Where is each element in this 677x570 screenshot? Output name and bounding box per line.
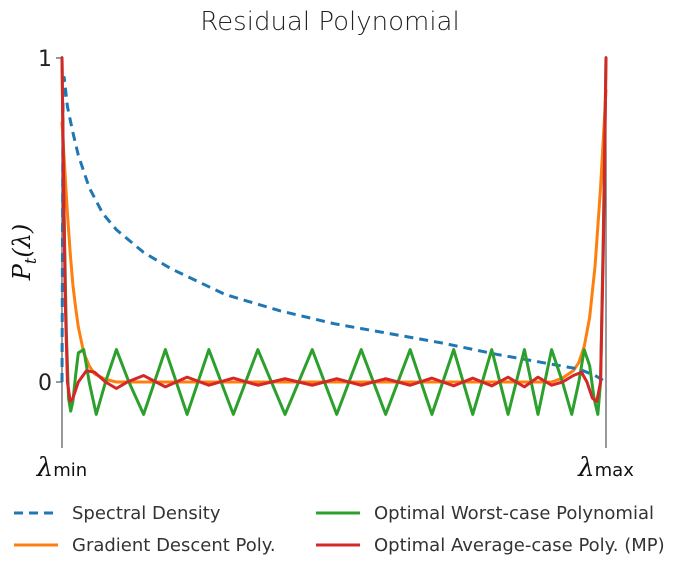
legend: Spectral Density Gradient Descent Poly. Op… xyxy=(14,503,665,556)
series-line-3 xyxy=(60,56,608,403)
x-tick-label: λmin xyxy=(36,453,87,483)
y-label-paren: (λ) xyxy=(8,224,36,258)
svg-text:Pt(λ): Pt(λ) xyxy=(8,224,40,282)
y-label-sub: t xyxy=(21,257,40,264)
y-axis-label: Pt(λ) xyxy=(8,224,40,282)
series-line-2 xyxy=(60,56,608,416)
legend-label: Optimal Worst-case Polynomial xyxy=(374,503,654,524)
legend-label: Gradient Descent Poly. xyxy=(72,535,276,556)
x-ticks: λmin λmax xyxy=(36,453,634,483)
series-line-0 xyxy=(60,75,607,384)
y-ticks: 01 xyxy=(38,47,62,396)
y-tick-label: 1 xyxy=(38,47,52,72)
chart-title: Residual Polynomial xyxy=(200,7,459,37)
x-tick-label: λmax xyxy=(577,453,634,483)
series-line-1 xyxy=(60,88,608,384)
series-group xyxy=(60,56,608,416)
legend-label: Spectral Density xyxy=(72,503,221,524)
legend-label: Optimal Average-case Poly. (MP) xyxy=(374,535,665,556)
y-tick-label: 0 xyxy=(38,371,52,396)
y-label-main: P xyxy=(8,263,36,281)
